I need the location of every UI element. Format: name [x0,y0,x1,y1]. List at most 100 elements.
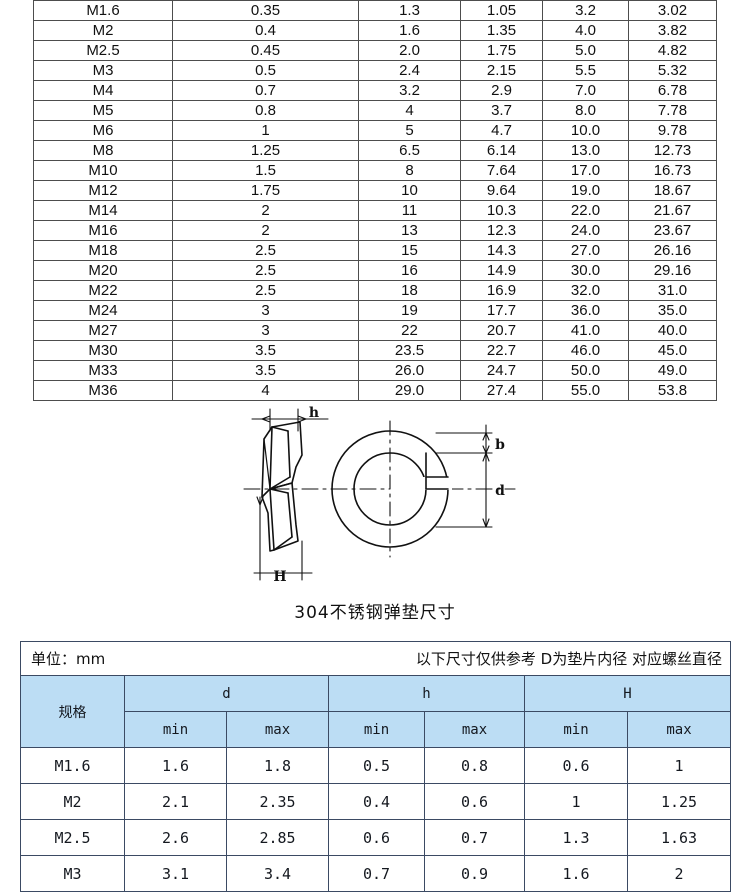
cell-spec: M2 [20,783,125,820]
cell-spec: M24 [33,300,173,321]
cell-c6: 9.78 [628,120,717,141]
cell-c5: 22.0 [542,200,629,221]
table-row: M22 2.5 18 16.9 32.0 31.0 [33,280,717,301]
cell-c3: 5 [358,120,461,141]
cell-c5: 3.2 [542,0,629,21]
cell-spec: M20 [33,260,173,281]
cell-c3: 29.0 [358,380,461,401]
table-row: M3 0.5 2.4 2.15 5.5 5.32 [33,60,717,81]
dimension-label-d: d [495,483,505,499]
cell-c4: 1.35 [460,20,543,41]
cell-c4: 14.3 [460,240,543,261]
table-row: M18 2.5 15 14.3 27.0 26.16 [33,240,717,261]
cell-pitch: 2 [172,220,359,241]
cell-pitch: 0.45 [172,40,359,61]
cell-c5: 46.0 [542,340,629,361]
cell-c4: 1.05 [460,0,543,21]
spring-washer-technical-drawing-icon: h H b d [243,405,516,585]
cell-c5: 24.0 [542,220,629,241]
cell-spec: M36 [33,380,173,401]
cell-d-max: 3.4 [226,855,329,892]
cell-spec: M6 [33,120,173,141]
cell-c5: 32.0 [542,280,629,301]
cell-spec: M10 [33,160,173,181]
cell-c6: 31.0 [628,280,717,301]
cell-pitch: 3 [172,320,359,341]
cell-spec: M30 [33,340,173,361]
washer-dimension-table: 单位：mm 以下尺寸仅供参考 D为垫片内径 对应螺丝直径 规格 d h H mi… [20,641,731,892]
table-row: M4 0.7 3.2 2.9 7.0 6.78 [33,80,717,101]
thread-dimension-table: M1.6 0.35 1.3 1.05 3.2 3.02 M2 0.4 1.6 1… [33,0,717,401]
header-H-max: max [627,711,731,748]
cell-c4: 9.64 [460,180,543,201]
cell-c3: 11 [358,200,461,221]
cell-c6: 6.78 [628,80,717,101]
cell-c3: 1.3 [358,0,461,21]
table-row: M2.5 2.6 2.85 0.6 0.7 1.3 1.63 [20,819,731,856]
cell-c6: 26.16 [628,240,717,261]
header-group-H: H [524,675,731,712]
cell-c5: 5.5 [542,60,629,81]
cell-h-max: 0.9 [424,855,525,892]
thread-dimension-table-container: M1.6 0.35 1.3 1.05 3.2 3.02 M2 0.4 1.6 1… [33,0,717,401]
header-d-min: min [124,711,227,748]
cell-c4: 10.3 [460,200,543,221]
cell-c5: 19.0 [542,180,629,201]
cell-c3: 3.2 [358,80,461,101]
cell-c6: 49.0 [628,360,717,381]
table-row: M30 3.5 23.5 22.7 46.0 45.0 [33,340,717,361]
cell-d-min: 3.1 [124,855,227,892]
cell-d-min: 2.1 [124,783,227,820]
cell-c4: 12.3 [460,220,543,241]
cell-c6: 4.82 [628,40,717,61]
cell-pitch: 2 [172,200,359,221]
cell-c6: 16.73 [628,160,717,181]
header-h-min: min [328,711,425,748]
cell-c3: 22 [358,320,461,341]
cell-spec: M18 [33,240,173,261]
cell-h-max: 0.8 [424,747,525,784]
cell-pitch: 1.5 [172,160,359,181]
cell-c6: 35.0 [628,300,717,321]
cell-c6: 18.67 [628,180,717,201]
cell-spec: M8 [33,140,173,161]
cell-c5: 4.0 [542,20,629,41]
table-row: M6 1 5 4.7 10.0 9.78 [33,120,717,141]
cell-c5: 7.0 [542,80,629,101]
cell-H-min: 1 [524,783,628,820]
header-group-row: 规格 d h H [20,675,731,748]
cell-c4: 16.9 [460,280,543,301]
note-row: 单位：mm 以下尺寸仅供参考 D为垫片内径 对应螺丝直径 [20,641,731,676]
cell-pitch: 2.5 [172,260,359,281]
cell-spec: M16 [33,220,173,241]
cell-spec: M2.5 [20,819,125,856]
cell-c5: 41.0 [542,320,629,341]
note-bar-cell: 单位：mm 以下尺寸仅供参考 D为垫片内径 对应螺丝直径 [20,641,731,676]
cell-c4: 2.15 [460,60,543,81]
table-row: M33 3.5 26.0 24.7 50.0 49.0 [33,360,717,381]
cell-spec: M14 [33,200,173,221]
cell-h-max: 0.6 [424,783,525,820]
cell-c3: 13 [358,220,461,241]
cell-h-max: 0.7 [424,819,525,856]
cell-c6: 5.32 [628,60,717,81]
cell-c4: 22.7 [460,340,543,361]
dimension-label-H: H [273,569,286,585]
cell-c3: 10 [358,180,461,201]
cell-h-min: 0.5 [328,747,425,784]
cell-d-max: 2.35 [226,783,329,820]
cell-c6: 45.0 [628,340,717,361]
table-row: M14 2 11 10.3 22.0 21.67 [33,200,717,221]
cell-pitch: 0.4 [172,20,359,41]
cell-c5: 10.0 [542,120,629,141]
dimension-label-h: h [309,405,319,421]
cell-spec: M22 [33,280,173,301]
reference-note: 以下尺寸仅供参考 D为垫片内径 对应螺丝直径 [415,650,722,668]
cell-c4: 4.7 [460,120,543,141]
cell-c5: 30.0 [542,260,629,281]
header-d-max: max [226,711,329,748]
cell-pitch: 0.8 [172,100,359,121]
cell-c4: 20.7 [460,320,543,341]
cell-c3: 26.0 [358,360,461,381]
cell-d-max: 1.8 [226,747,329,784]
